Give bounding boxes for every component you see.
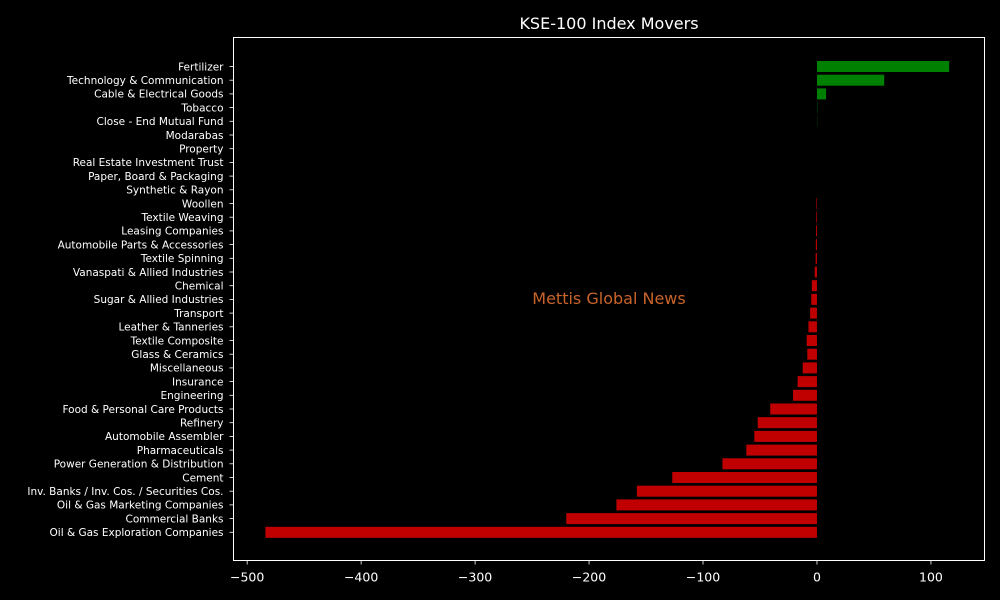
bar bbox=[793, 389, 817, 401]
category-label: Pharmaceuticals bbox=[137, 445, 224, 457]
bar bbox=[770, 403, 817, 415]
category-label: Refinery bbox=[180, 418, 224, 430]
bar bbox=[806, 335, 817, 346]
category-label: Miscellaneous bbox=[150, 363, 224, 375]
x-tick-label: 100 bbox=[919, 570, 943, 585]
x-tick-label: −300 bbox=[458, 570, 492, 585]
bar bbox=[816, 88, 827, 100]
category-label: Transport bbox=[173, 308, 223, 320]
category-label: Cement bbox=[182, 472, 223, 484]
category-label: Property bbox=[179, 144, 223, 156]
bar bbox=[816, 225, 817, 237]
category-label: Textile Spinning bbox=[140, 253, 224, 265]
plot-frame bbox=[233, 37, 985, 561]
bar bbox=[815, 252, 817, 264]
bar bbox=[808, 321, 817, 333]
category-label: Cable & Electrical Goods bbox=[94, 89, 223, 101]
category-label: Modarabas bbox=[166, 130, 224, 142]
category-label: Fertilizer bbox=[178, 61, 224, 73]
bar bbox=[754, 430, 817, 442]
bar bbox=[802, 362, 817, 374]
x-tick-label: −400 bbox=[344, 570, 378, 585]
category-label: Food & Personal Care Products bbox=[62, 404, 223, 416]
category-label: Engineering bbox=[161, 390, 224, 402]
bar bbox=[797, 376, 817, 388]
category-label: Automobile Assembler bbox=[105, 431, 224, 443]
category-label: Textile Weaving bbox=[141, 212, 224, 224]
category-label: Automobile Parts & Accessories bbox=[58, 239, 224, 251]
category-label: Woollen bbox=[182, 198, 224, 210]
bar bbox=[814, 266, 817, 278]
bars-group bbox=[265, 61, 950, 538]
category-label: Leasing Companies bbox=[121, 226, 223, 238]
bar bbox=[816, 198, 817, 209]
category-label: Textile Composite bbox=[130, 335, 224, 347]
x-axis-ticks-group: −500 −400 −300 −200 −100 0 100 bbox=[230, 560, 943, 585]
bar bbox=[807, 348, 817, 360]
x-tick-label: −500 bbox=[230, 570, 264, 585]
category-label: Real Estate Investment Trust bbox=[73, 157, 224, 169]
category-label: Close - End Mutual Fund bbox=[97, 116, 224, 128]
bar bbox=[816, 74, 885, 86]
x-tick-label: 0 bbox=[813, 570, 821, 585]
category-label: Glass & Ceramics bbox=[131, 349, 223, 361]
category-label: Paper, Board & Packaging bbox=[88, 171, 223, 183]
bar bbox=[810, 307, 817, 319]
category-label: Synthetic & Rayon bbox=[126, 185, 223, 197]
bar bbox=[636, 485, 817, 497]
watermark-annotation: Mettis Global News bbox=[532, 289, 685, 308]
category-label: Oil & Gas Marketing Companies bbox=[57, 500, 224, 512]
bar bbox=[816, 61, 950, 72]
category-label: Commercial Banks bbox=[126, 513, 224, 525]
bar bbox=[265, 526, 817, 538]
category-label: Oil & Gas Exploration Companies bbox=[50, 527, 224, 539]
bar bbox=[566, 513, 817, 525]
bar bbox=[816, 211, 817, 223]
chart-title: KSE-100 Index Movers bbox=[519, 14, 698, 33]
category-label: Technology & Communication bbox=[66, 75, 223, 87]
bar bbox=[672, 472, 817, 483]
bar bbox=[811, 280, 817, 292]
category-label: Sugar & Allied Industries bbox=[94, 294, 224, 306]
bar bbox=[722, 458, 817, 470]
category-label: Leather & Tanneries bbox=[118, 322, 223, 334]
category-label: Insurance bbox=[172, 376, 224, 388]
bar bbox=[757, 417, 817, 429]
category-label: Vanaspati & Allied Industries bbox=[73, 267, 224, 279]
category-labels-group: Fertilizer Technology & Communication Cabl… bbox=[27, 61, 234, 539]
category-label: Tobacco bbox=[180, 102, 223, 114]
category-label: Inv. Banks / Inv. Cos. / Securities Cos. bbox=[27, 486, 223, 498]
x-tick-label: −100 bbox=[686, 570, 720, 585]
bar bbox=[616, 499, 817, 511]
category-label: Power Generation & Distribution bbox=[54, 459, 224, 471]
x-tick-label: −200 bbox=[572, 570, 606, 585]
bar bbox=[746, 444, 817, 456]
category-label: Chemical bbox=[175, 281, 224, 293]
bar bbox=[811, 293, 817, 305]
bar bbox=[815, 239, 817, 251]
